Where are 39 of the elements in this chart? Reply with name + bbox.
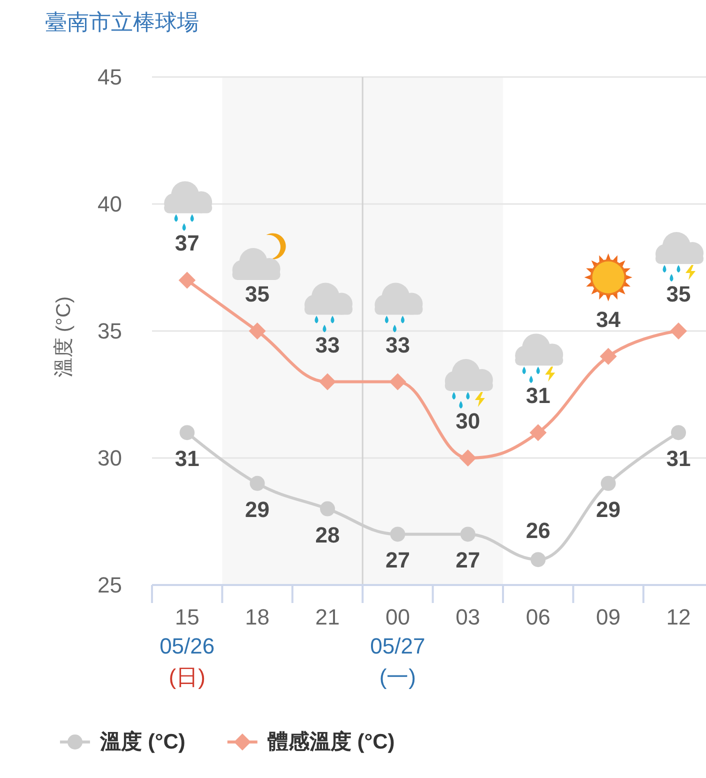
legend-label: 體感溫度 (°C) [267, 730, 395, 754]
data-label: 31 [174, 446, 200, 472]
data-label: 35 [666, 282, 691, 306]
data-label: 37 [174, 230, 200, 256]
text: (一) [379, 664, 416, 690]
x-tick-label: 03 [456, 604, 480, 630]
x-tick-label: 06 [526, 604, 550, 630]
data-label: 30 [456, 408, 480, 434]
text: (日) [168, 664, 206, 690]
legend-item: 體感溫度 (°C) [227, 730, 395, 754]
chart-title: 臺南市立棒球場 [45, 10, 199, 34]
data-label: 27 [456, 548, 480, 573]
x-tick-label: 12 [666, 604, 691, 630]
y-axis-title: 溫度 (°C) [53, 296, 75, 378]
data-label: 33 [385, 332, 410, 358]
x-tick-label: 18 [245, 604, 270, 630]
data-label: 31 [666, 446, 691, 472]
legend-label: 溫度 (°C) [99, 730, 186, 754]
data-label: 33 [315, 332, 340, 358]
data-label: 34 [596, 306, 622, 332]
y-tick-label: 45 [98, 64, 122, 90]
x-tick-label: 09 [596, 604, 621, 630]
y-tick-label: 40 [98, 192, 122, 216]
x-tick-label: 00 [385, 604, 410, 630]
data-label: 29 [245, 496, 270, 522]
x-tick-label: 21 [315, 604, 340, 630]
y-tick-label: 35 [98, 318, 122, 344]
legend-item: 溫度 (°C) [60, 730, 186, 754]
x-tick-label: 15 [174, 604, 200, 630]
text: 05/27 [370, 634, 426, 658]
y-tick-label: 30 [98, 446, 122, 470]
data-label: 28 [315, 522, 340, 548]
data-label: 26 [526, 518, 550, 544]
data-label: 35 [245, 282, 270, 306]
data-label: 29 [596, 496, 621, 522]
y-tick-label: 25 [98, 572, 122, 598]
data-label: 31 [526, 383, 550, 408]
data-label: 27 [385, 548, 410, 573]
text: 05/26 [160, 634, 215, 658]
